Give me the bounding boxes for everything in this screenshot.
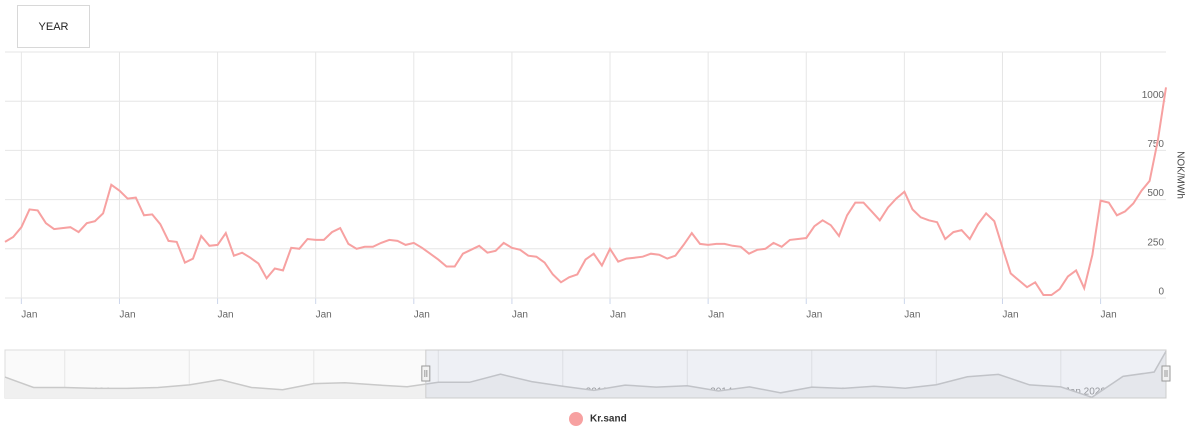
x-tick-label: Jan [806,310,822,321]
x-tick-label: Jan [1101,310,1117,321]
navigator-selection[interactable] [425,349,1167,399]
x-tick-label: Jan [708,310,724,321]
navigator-handle[interactable] [421,365,431,382]
navigator-handle[interactable] [1161,365,1171,382]
y-tick-label: 1000 [1142,90,1165,101]
range-button[interactable] [17,5,90,48]
x-tick-label: Jan [610,310,626,321]
legend-marker[interactable] [569,412,583,426]
x-tick-label: Jan [316,310,332,321]
y-tick-label: 250 [1147,237,1164,248]
x-tick-label: Jan [1002,310,1018,321]
y-tick-label: 0 [1158,287,1164,298]
x-tick-label: Jan [512,310,528,321]
x-tick-label: Jan [21,310,37,321]
range-button-label[interactable]: YEAR [39,21,69,33]
x-tick-label: Jan [218,310,234,321]
navigator-line [4,350,1167,399]
y-axis-title: NOK/MWh [1174,151,1185,199]
data-line [4,87,1167,296]
y-tick-label: 750 [1147,139,1164,150]
x-tick-label: Jan [904,310,920,321]
x-tick-label: Jan [414,310,430,321]
navigator-tick-label: Jan 2020 [1065,387,1107,398]
x-tick-label: Jan [119,310,135,321]
y-tick-label: 500 [1147,188,1164,199]
legend-label[interactable]: Kr.sand [590,414,627,425]
